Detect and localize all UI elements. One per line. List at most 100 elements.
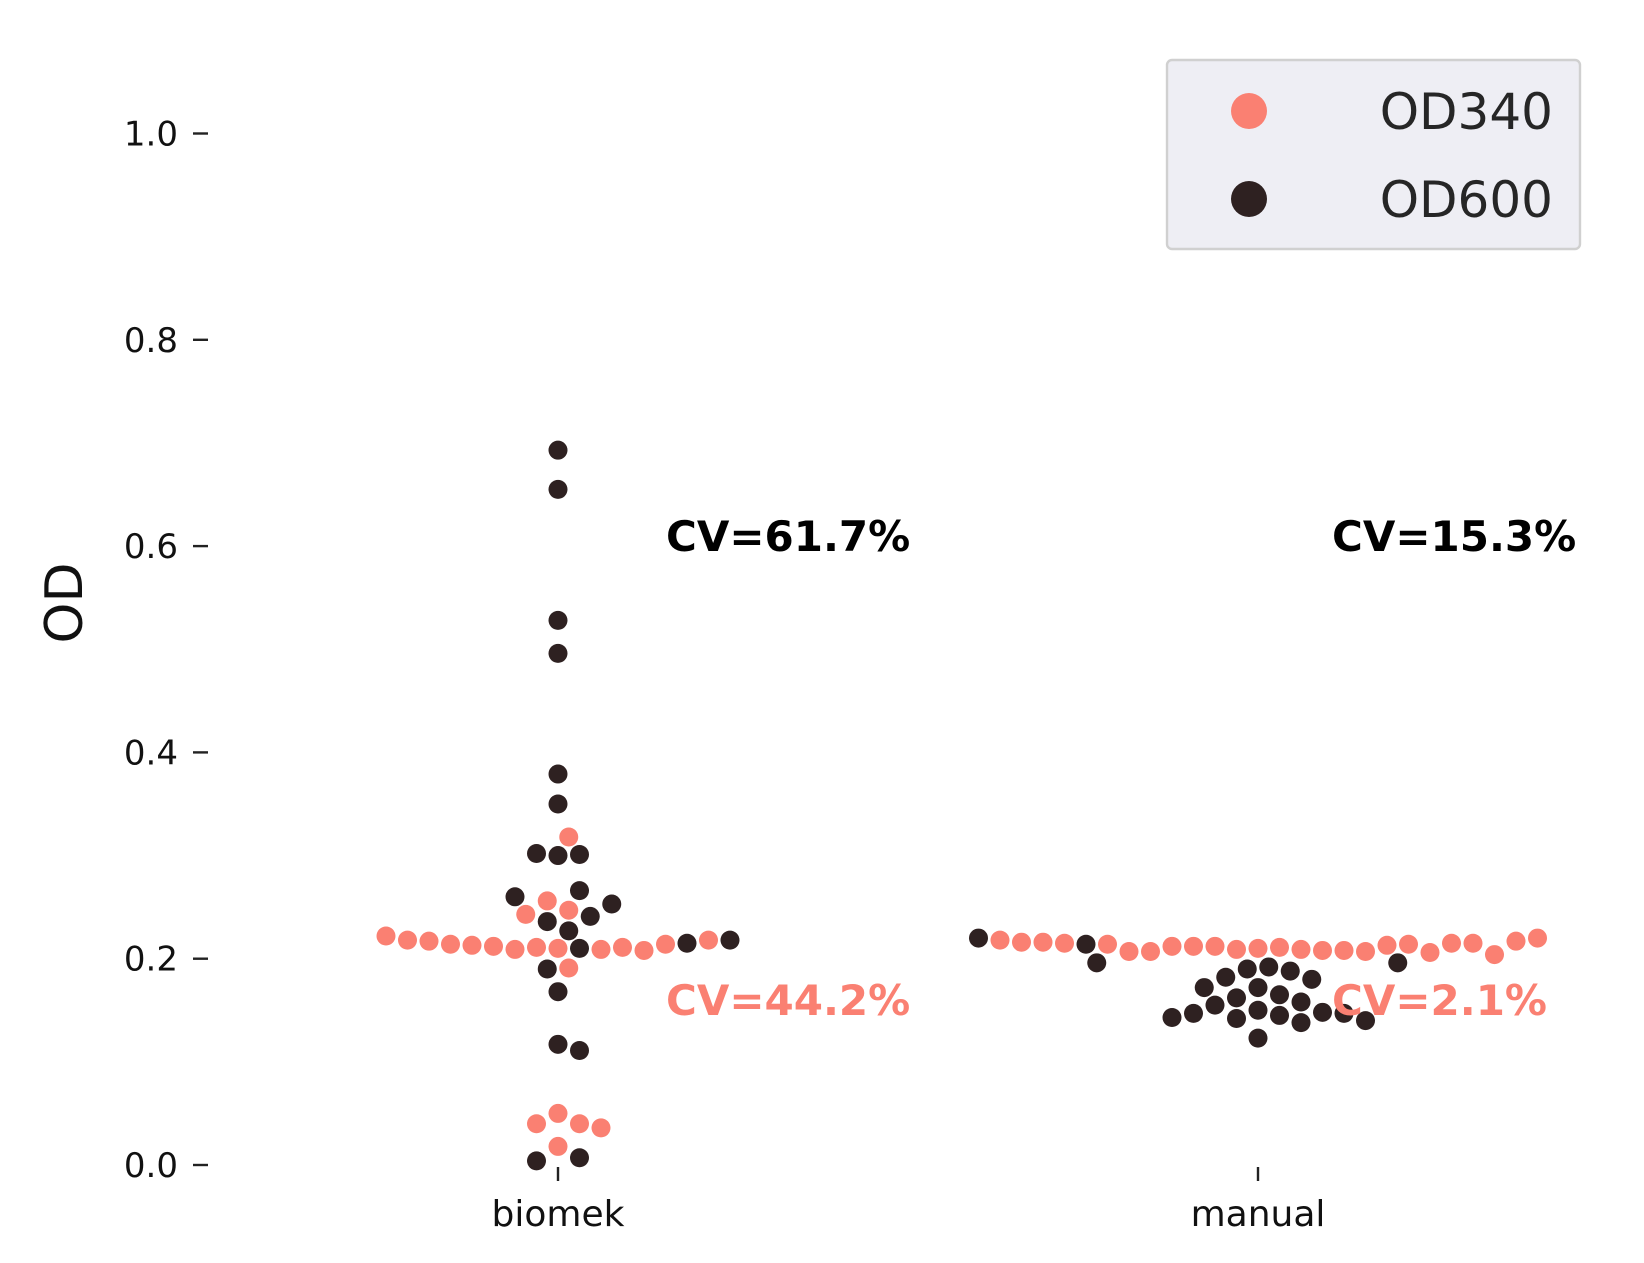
point-od340-biomek xyxy=(516,904,536,924)
point-od600-biomek xyxy=(548,440,568,460)
point-od340-manual xyxy=(1205,936,1225,956)
point-od600-biomek xyxy=(548,794,568,814)
point-od340-manual xyxy=(1098,934,1117,954)
point-od340-biomek xyxy=(537,891,557,911)
point-od600-manual xyxy=(1356,1011,1375,1031)
point-od340-biomek xyxy=(505,939,525,959)
point-od600-manual xyxy=(1162,1007,1182,1027)
point-od600-manual xyxy=(1259,957,1279,977)
point-od600-biomek xyxy=(537,912,557,932)
point-od600-manual xyxy=(1248,978,1268,998)
y-tick-label: 0.8 xyxy=(124,321,178,361)
point-od600-biomek xyxy=(570,845,589,865)
point-od600-manual xyxy=(1291,1013,1311,1033)
legend-box xyxy=(1165,58,1582,251)
point-od340-biomek xyxy=(376,926,396,946)
point-od340-manual xyxy=(1248,938,1268,958)
point-od600-biomek xyxy=(548,610,568,630)
point-od600-biomek xyxy=(527,843,546,863)
point-od600-biomek xyxy=(548,764,568,784)
point-od340-biomek xyxy=(548,1103,568,1123)
point-od600-manual xyxy=(1216,967,1236,987)
point-od340-manual xyxy=(1528,928,1547,948)
point-od600-biomek xyxy=(548,479,568,499)
point-od600-manual xyxy=(1248,1028,1268,1048)
cv-label-biomek-od600: CV=61.7% xyxy=(666,512,910,561)
point-od600-biomek xyxy=(570,1041,589,1061)
legend-marker-od600 xyxy=(1231,181,1267,217)
point-od600-biomek xyxy=(570,938,589,958)
point-od340-manual xyxy=(1485,945,1504,965)
y-tick-label: 0.2 xyxy=(124,940,178,980)
point-od340-manual xyxy=(990,930,1010,950)
point-od340-biomek xyxy=(656,934,675,954)
point-od340-manual xyxy=(1119,941,1139,961)
point-od340-manual xyxy=(1356,941,1375,961)
point-od340-biomek xyxy=(484,936,503,956)
point-od340-manual xyxy=(1291,939,1311,959)
point-od600-manual xyxy=(1227,988,1246,1008)
point-od340-manual xyxy=(1313,940,1332,960)
cv-label-manual-od600: CV=15.3% xyxy=(1332,512,1576,561)
point-od340-manual xyxy=(1442,933,1461,953)
y-tick-label: 0.6 xyxy=(124,527,178,567)
point-od340-biomek xyxy=(591,939,611,959)
point-od340-biomek xyxy=(559,958,579,978)
point-od600-manual xyxy=(1248,1000,1268,1020)
legend-label-od340: OD340 xyxy=(1380,83,1553,141)
point-od340-biomek xyxy=(570,1114,589,1134)
point-od600-manual xyxy=(1227,1009,1246,1029)
legend: OD340 OD600 xyxy=(1165,58,1582,251)
point-od600-manual xyxy=(1334,1003,1354,1023)
point-od340-manual xyxy=(1270,937,1289,957)
point-od600-biomek xyxy=(720,930,740,950)
point-od340-manual xyxy=(1141,941,1160,961)
point-od340-biomek xyxy=(613,937,632,957)
point-od600-manual xyxy=(1291,992,1311,1012)
point-od340-manual xyxy=(1463,933,1483,953)
point-od340-biomek xyxy=(527,1114,546,1134)
point-od600-manual xyxy=(1270,1005,1289,1025)
point-od340-biomek xyxy=(462,935,482,955)
point-od600-biomek xyxy=(602,894,622,914)
point-od340-biomek xyxy=(559,900,579,920)
point-od600-manual xyxy=(969,928,988,948)
y-tick-label: 0.4 xyxy=(124,733,178,773)
point-od340-manual xyxy=(1334,940,1354,960)
point-od340-biomek xyxy=(699,930,718,950)
x-axis: biomek manual xyxy=(492,1167,1325,1235)
point-od340-manual xyxy=(1377,935,1397,955)
point-od340-manual xyxy=(1162,936,1182,956)
point-od600-manual xyxy=(1280,961,1300,981)
x-tick-label-biomek: biomek xyxy=(492,1194,625,1235)
point-od600-biomek xyxy=(505,887,525,907)
point-od600-biomek xyxy=(548,982,568,1002)
cv-label-biomek-od340: CV=44.2% xyxy=(666,976,910,1025)
point-od600-biomek xyxy=(559,921,579,941)
point-od340-biomek xyxy=(419,931,439,951)
point-od600-biomek xyxy=(548,643,568,663)
point-od340-biomek xyxy=(548,938,568,958)
point-od340-manual xyxy=(1055,933,1074,953)
point-od340-biomek xyxy=(398,930,417,950)
point-od340-manual xyxy=(1399,934,1418,954)
y-tick-label: 1.0 xyxy=(124,115,178,155)
y-tick-label: 0.0 xyxy=(124,1146,178,1186)
point-od340-manual xyxy=(1184,936,1203,956)
point-od340-manual xyxy=(1506,931,1526,951)
point-od340-manual xyxy=(1033,932,1053,952)
cv-label-manual-od340: CV=2.1% xyxy=(1332,976,1547,1025)
point-od600-manual xyxy=(1194,978,1214,998)
point-od340-biomek xyxy=(441,934,460,954)
point-od600-manual xyxy=(1184,1003,1203,1023)
point-od600-manual xyxy=(1087,953,1107,973)
point-od600-biomek xyxy=(548,1034,568,1054)
legend-label-od600: OD600 xyxy=(1380,171,1553,229)
point-od600-manual xyxy=(1388,953,1408,973)
point-od600-biomek xyxy=(580,906,600,926)
point-od340-manual xyxy=(1227,939,1246,959)
y-axis-label: OD xyxy=(35,563,95,644)
point-od600-manual xyxy=(1237,959,1257,979)
